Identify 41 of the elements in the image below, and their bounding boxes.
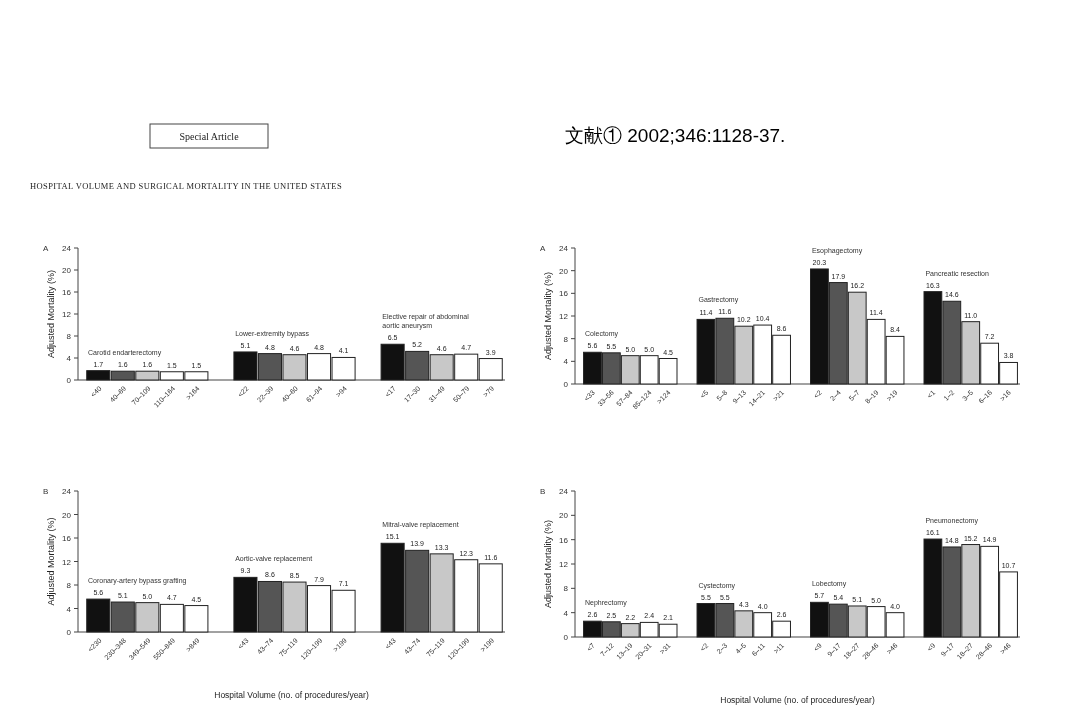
- y-axis-title: Adjusted Mortality (%): [543, 519, 553, 609]
- y-tick-label: 0: [563, 633, 569, 642]
- y-tick-label: 0: [563, 380, 569, 389]
- y-tick-label: 4: [66, 604, 72, 614]
- y-tick-label: 0: [66, 628, 72, 637]
- y-axis-title: Adjusted Mortality (%): [46, 269, 56, 359]
- y-axis-title: Adjusted Mortality (%): [543, 271, 553, 361]
- y-tick-label: 24: [559, 487, 569, 496]
- y-tick-label: 24: [559, 244, 569, 253]
- y-tick-label: 4: [563, 357, 569, 367]
- chart-title: A: [540, 244, 546, 253]
- y-tick-label: 4: [563, 608, 569, 618]
- y-tick-label: 20: [559, 266, 569, 276]
- y-axis-title: Adjusted Mortality (%): [46, 517, 56, 606]
- y-tick-label: 24: [62, 487, 72, 496]
- chart-title: B: [540, 487, 546, 496]
- y-tick-label: 20: [62, 266, 72, 275]
- text: 文献① 2002;346:1128-37.: [565, 125, 786, 146]
- y-tick-label: 16: [62, 534, 72, 543]
- text: Special Article: [179, 131, 240, 142]
- y-tick-label: 4: [66, 354, 72, 363]
- x-axis-title: Hospital Volume (no. of procedures/year): [214, 690, 369, 700]
- x-axis-title: Hospital Volume (no. of procedures/year): [720, 695, 875, 705]
- y-tick-label: 8: [66, 581, 72, 590]
- y-tick-label: 24: [62, 244, 72, 253]
- y-tick-label: 12: [559, 312, 569, 321]
- y-tick-label: 8: [563, 334, 569, 344]
- y-tick-label: 16: [559, 535, 569, 545]
- y-tick-label: 16: [62, 288, 72, 297]
- chart-title: B: [43, 487, 49, 496]
- y-tick-label: 20: [559, 511, 569, 521]
- text: HOSPITAL VOLUME AND SURGICAL MORTALITY IN THE UNITED STATES: [30, 181, 343, 191]
- y-tick-label: 16: [559, 289, 569, 299]
- chart-title: A: [43, 244, 49, 253]
- y-tick-label: 12: [559, 560, 569, 569]
- y-tick-label: 20: [62, 510, 72, 520]
- y-tick-label: 8: [563, 584, 569, 594]
- y-tick-label: 0: [66, 376, 72, 385]
- y-tick-label: 12: [62, 310, 72, 319]
- y-tick-label: 12: [62, 557, 72, 567]
- y-tick-label: 8: [66, 332, 72, 341]
